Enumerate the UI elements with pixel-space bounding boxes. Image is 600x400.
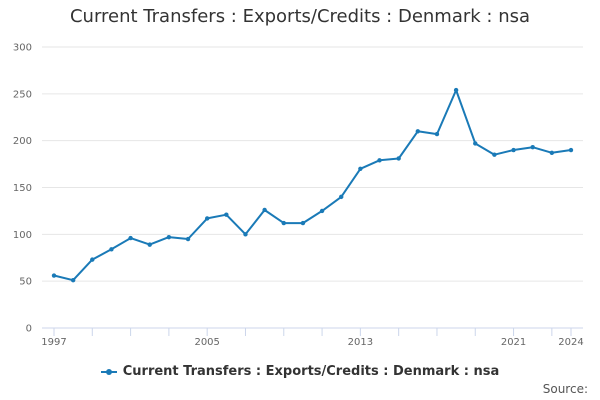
chart-title: Current Transfers : Exports/Credits : De… xyxy=(69,6,531,27)
series-line xyxy=(53,89,572,282)
data-point[interactable] xyxy=(415,129,421,134)
data-point[interactable] xyxy=(185,236,191,242)
data-point[interactable] xyxy=(166,234,172,240)
x-tick-label: 2013 xyxy=(348,337,373,348)
x-tick-label: 2024 xyxy=(558,337,583,348)
data-point[interactable] xyxy=(396,156,401,161)
data-point[interactable] xyxy=(319,208,325,214)
grid-layer xyxy=(42,46,583,282)
data-point[interactable] xyxy=(339,194,344,200)
data-point[interactable] xyxy=(300,220,306,226)
data-point[interactable] xyxy=(51,273,57,278)
y-tick-label: 250 xyxy=(13,89,32,100)
data-point[interactable] xyxy=(358,166,363,171)
data-point[interactable] xyxy=(90,257,95,262)
source-label: Source: xyxy=(542,382,588,396)
data-point[interactable] xyxy=(549,150,555,156)
y-tick-label: 0 xyxy=(26,324,32,335)
x-tick-label: 1997 xyxy=(41,337,66,348)
axis-layer: 0 50 100 150 200 250 300 1997 2005 2013 2021 2024 xyxy=(13,43,584,349)
data-point[interactable] xyxy=(204,216,210,221)
data-point[interactable] xyxy=(281,220,286,226)
legend-line-marker-icon xyxy=(100,367,117,377)
data-point[interactable] xyxy=(243,232,248,237)
data-point[interactable] xyxy=(377,158,382,163)
y-tick-label: 300 xyxy=(13,43,32,54)
data-point[interactable] xyxy=(147,242,152,247)
y-tick-label: 50 xyxy=(19,277,32,288)
data-point[interactable] xyxy=(128,235,133,241)
data-point[interactable] xyxy=(473,141,478,146)
y-tick-label: 200 xyxy=(13,136,32,147)
data-point[interactable] xyxy=(511,147,516,153)
data-point[interactable] xyxy=(434,131,440,137)
data-point[interactable] xyxy=(70,278,76,283)
y-tick-label: 150 xyxy=(13,183,32,194)
legend[interactable]: Current Transfers : Exports/Credits : De… xyxy=(0,364,600,379)
data-point[interactable] xyxy=(492,152,497,157)
data-point[interactable] xyxy=(568,147,574,153)
data-point[interactable] xyxy=(224,212,229,217)
x-tick-label: 2021 xyxy=(501,337,526,348)
series-layer xyxy=(51,87,574,283)
y-tick-label: 100 xyxy=(13,230,32,241)
data-point[interactable] xyxy=(453,87,459,93)
legend-label: Current Transfers : Exports/Credits : De… xyxy=(122,364,500,379)
data-point[interactable] xyxy=(109,247,114,252)
data-point[interactable] xyxy=(530,145,535,150)
data-point[interactable] xyxy=(262,207,267,213)
x-tick-label: 2005 xyxy=(194,337,219,348)
